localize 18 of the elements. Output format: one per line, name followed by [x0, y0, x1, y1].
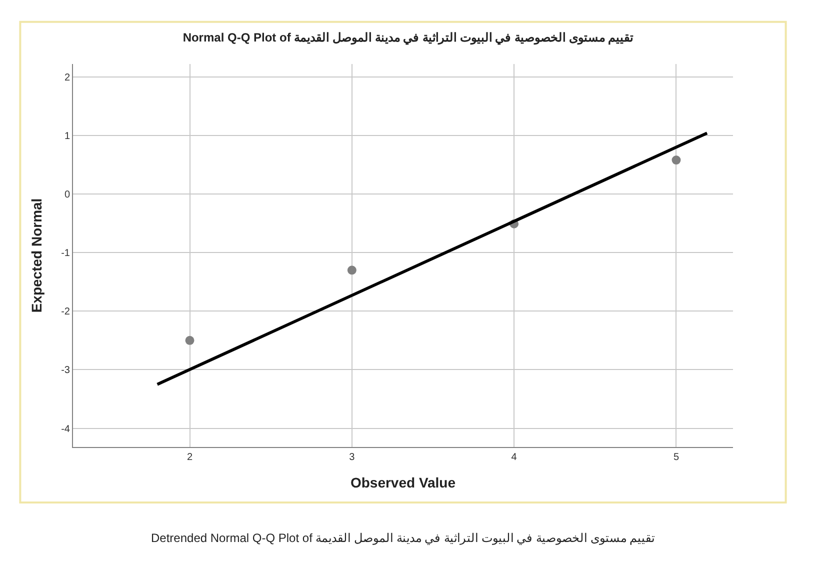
text: Detrended Normal Q-Q Plot of تقييم مستوى الخصوصية في البيوت التراثية في مدينة الموصل القديمة [151, 531, 655, 545]
point [347, 266, 356, 275]
point [185, 336, 194, 345]
point [672, 156, 681, 165]
y-tick-label: -2 [61, 306, 70, 318]
x-tick-label: 2 [186, 452, 193, 463]
y-tick-label: 1 [64, 130, 70, 142]
x-tick-label: 4 [511, 452, 518, 463]
y-tick-label: 0 [64, 190, 70, 201]
y-tick-label: -4 [61, 424, 70, 435]
x-axis-title: Observed Value [350, 474, 456, 490]
y-tick-label: -3 [61, 365, 70, 376]
x-tick-label: 3 [349, 452, 356, 463]
y-tick-label: 2 [64, 72, 70, 84]
y-tick-label: -1 [61, 248, 70, 260]
chart-title: Normal Q-Q Plot of تقييم مستوى الخصوصية في البيوت التراثية في مدينة الموصل القديمة [182, 30, 634, 46]
y-axis-title: Expected Normal [28, 198, 45, 313]
x-tick-label: 5 [673, 452, 680, 463]
